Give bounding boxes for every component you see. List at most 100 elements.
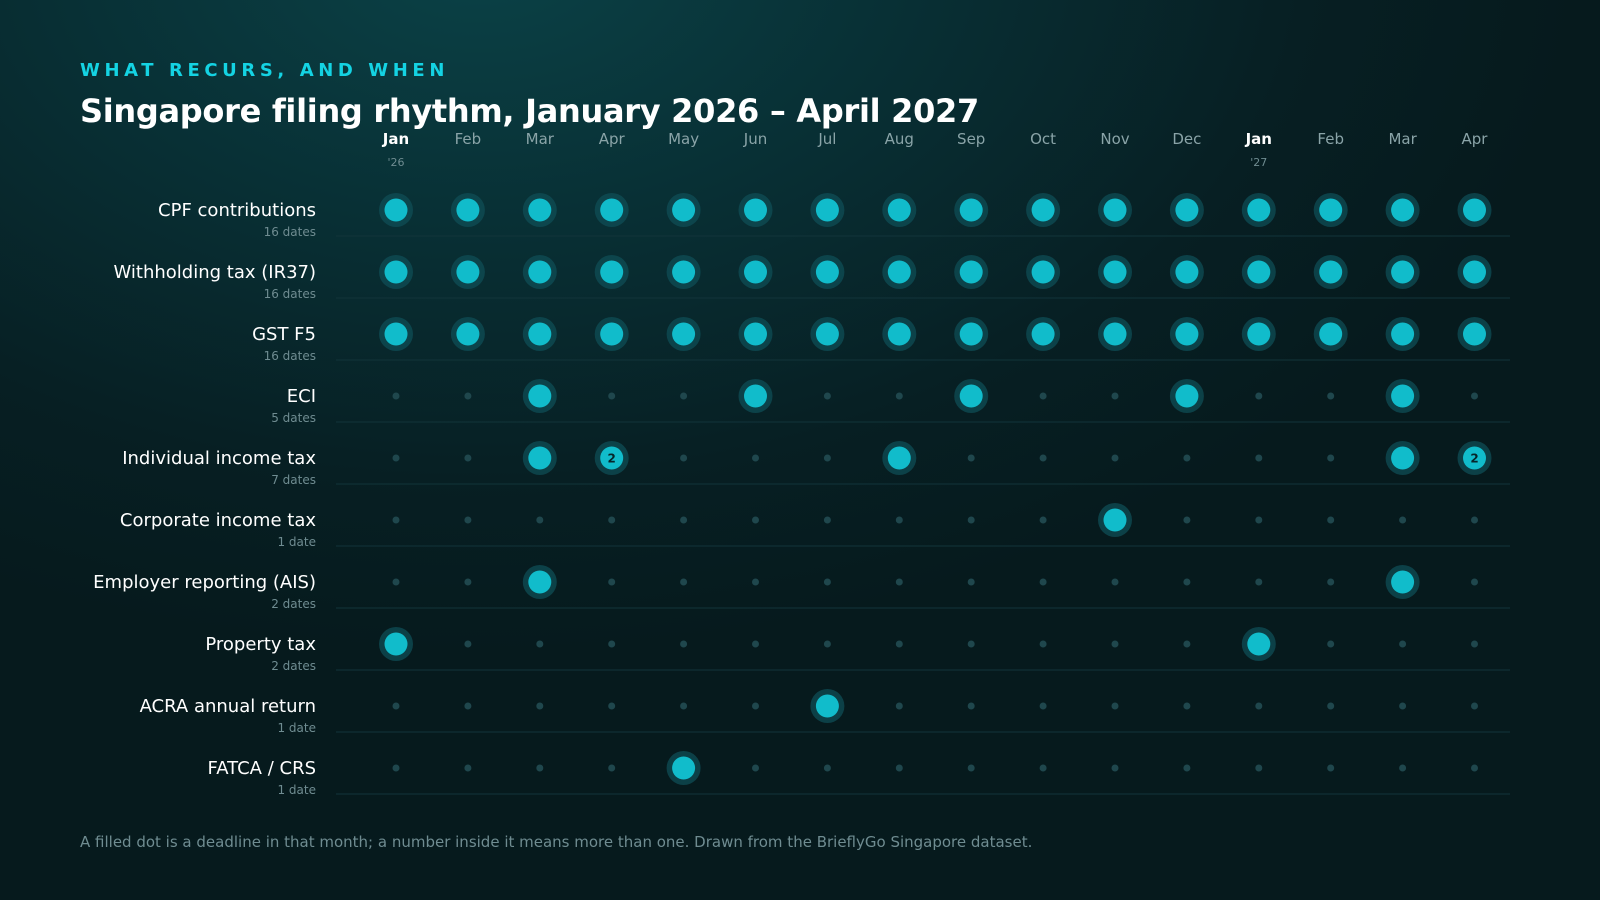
deadline-dot xyxy=(672,260,696,284)
empty-month-dot xyxy=(967,702,975,710)
row-label: Withholding tax (IR37) xyxy=(114,262,317,283)
deadline-dot xyxy=(1175,384,1199,408)
empty-month-dot xyxy=(967,578,975,586)
row-sublabel: 16 dates xyxy=(264,287,316,301)
row-label: Employer reporting (AIS) xyxy=(93,572,316,593)
deadline-dot xyxy=(1391,198,1415,222)
empty-month-dot xyxy=(1039,640,1047,648)
deadline-dot xyxy=(1391,322,1415,346)
deadline-dot xyxy=(384,260,408,284)
empty-month-dot xyxy=(680,454,688,462)
deadline-dot xyxy=(1391,570,1415,594)
empty-month-dot xyxy=(1255,702,1263,710)
row-label: Property tax xyxy=(205,634,316,655)
empty-month-dot xyxy=(1255,578,1263,586)
empty-month-dot xyxy=(464,454,472,462)
empty-month-dot xyxy=(1255,516,1263,524)
empty-month-dot xyxy=(392,578,400,586)
deadline-dot xyxy=(887,446,911,470)
empty-month-dot xyxy=(608,392,616,400)
year-label: '26 xyxy=(387,156,404,169)
empty-month-dot xyxy=(1471,392,1478,400)
month-label: Jul xyxy=(817,130,836,148)
deadline-dot xyxy=(815,694,839,718)
month-label: Jun xyxy=(743,130,767,148)
empty-month-dot xyxy=(823,392,831,400)
deadline-dot xyxy=(600,322,624,346)
deadline-dot xyxy=(1031,260,1055,284)
empty-month-dot xyxy=(1111,640,1119,648)
row-sublabel: 2 dates xyxy=(271,597,316,611)
empty-month-dot xyxy=(1327,516,1335,524)
deadline-dot xyxy=(1247,198,1271,222)
deadline-dot xyxy=(1319,260,1343,284)
row-label: Corporate income tax xyxy=(120,510,316,531)
empty-month-dot xyxy=(1111,578,1119,586)
empty-month-dot xyxy=(1471,578,1478,586)
deadline-dot xyxy=(1391,384,1415,408)
row-sublabel: 1 date xyxy=(277,535,316,549)
deadline-dot xyxy=(1031,322,1055,346)
deadline-dot xyxy=(1319,198,1343,222)
empty-month-dot xyxy=(823,578,831,586)
deadline-dot xyxy=(384,322,408,346)
deadline-dot xyxy=(600,260,624,284)
empty-month-dot xyxy=(392,764,400,772)
empty-month-dot xyxy=(680,392,688,400)
deadline-dot xyxy=(1175,260,1199,284)
row-sublabel: 5 dates xyxy=(271,411,316,425)
month-label: Jan xyxy=(1245,130,1272,148)
empty-month-dot xyxy=(1399,640,1407,648)
deadline-dot xyxy=(1103,198,1127,222)
deadline-dot xyxy=(528,260,552,284)
month-label: May xyxy=(668,130,699,148)
deadline-dot xyxy=(456,260,480,284)
deadline-dot xyxy=(456,322,480,346)
chart-title: Singapore filing rhythm, January 2026 – … xyxy=(80,92,979,130)
month-label: Dec xyxy=(1172,130,1201,148)
empty-month-dot xyxy=(608,516,616,524)
empty-month-dot xyxy=(608,578,616,586)
empty-month-dot xyxy=(608,702,616,710)
empty-month-dot xyxy=(1327,640,1335,648)
empty-month-dot xyxy=(895,392,903,400)
empty-month-dot xyxy=(1399,702,1407,710)
deadline-dot xyxy=(959,260,983,284)
deadline-dot xyxy=(815,198,839,222)
empty-month-dot xyxy=(1399,764,1407,772)
deadline-dot xyxy=(1463,322,1486,346)
deadline-dot xyxy=(1103,260,1127,284)
empty-month-dot xyxy=(823,454,831,462)
year-label: '27 xyxy=(1250,156,1267,169)
empty-month-dot xyxy=(1327,578,1335,586)
empty-month-dot xyxy=(392,392,400,400)
month-label: Apr xyxy=(599,130,626,148)
deadline-count-label: 2 xyxy=(608,452,616,466)
deadline-dot xyxy=(1031,198,1055,222)
month-label: Nov xyxy=(1100,130,1129,148)
deadline-dot xyxy=(959,384,983,408)
empty-month-dot xyxy=(1111,454,1119,462)
deadline-dot xyxy=(815,260,839,284)
row-sublabel: 16 dates xyxy=(264,349,316,363)
month-label: Apr xyxy=(1462,130,1489,148)
empty-month-dot xyxy=(464,764,472,772)
empty-month-dot xyxy=(1111,392,1119,400)
deadline-dot xyxy=(1247,322,1271,346)
empty-month-dot xyxy=(1327,454,1335,462)
chart-footnote: A filled dot is a deadline in that month… xyxy=(80,833,1033,851)
empty-month-dot xyxy=(392,454,400,462)
empty-month-dot xyxy=(1471,516,1478,524)
empty-month-dot xyxy=(1183,764,1191,772)
deadline-dot xyxy=(959,198,983,222)
deadline-dot xyxy=(1391,446,1415,470)
empty-month-dot xyxy=(1111,764,1119,772)
month-label: Sep xyxy=(957,130,985,148)
month-label: Mar xyxy=(526,130,555,148)
deadline-dot xyxy=(384,198,408,222)
deadline-dot xyxy=(815,322,839,346)
row-sublabel: 2 dates xyxy=(271,659,316,673)
deadline-dot xyxy=(1103,508,1127,532)
deadline-dot xyxy=(744,322,767,346)
empty-month-dot xyxy=(752,454,759,462)
